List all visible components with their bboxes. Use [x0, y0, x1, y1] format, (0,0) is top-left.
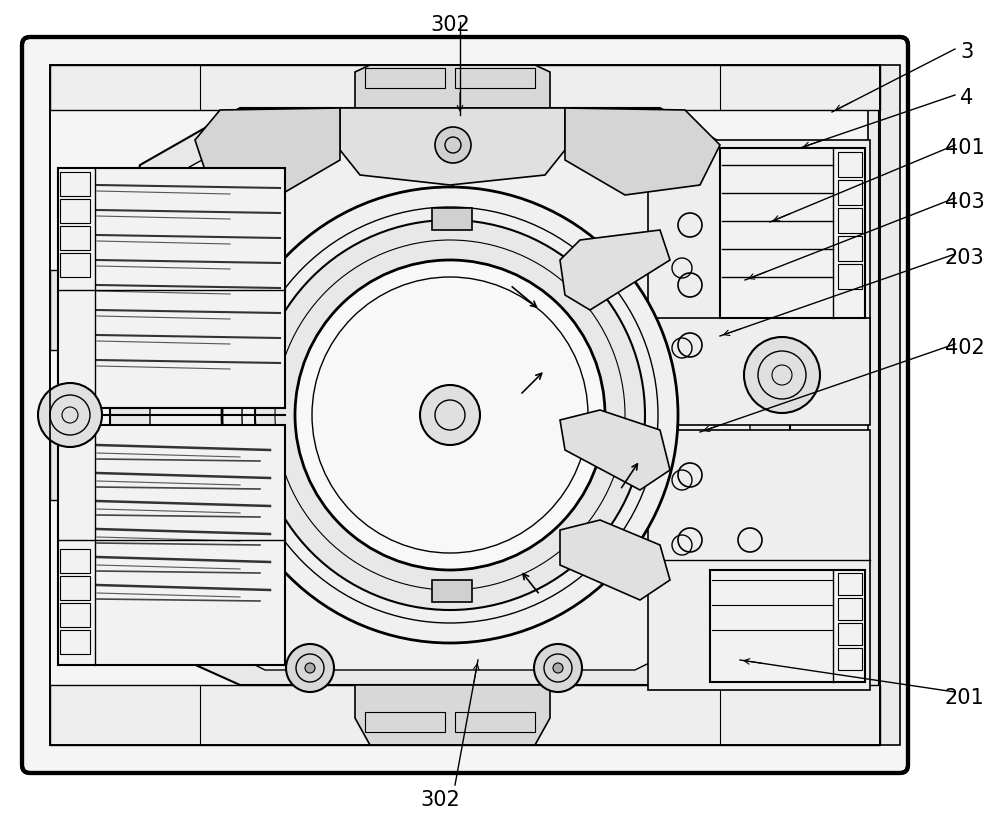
FancyBboxPatch shape [22, 37, 908, 773]
Circle shape [435, 127, 471, 163]
Polygon shape [110, 108, 790, 685]
Polygon shape [710, 570, 865, 682]
Bar [60, 226, 90, 250]
Circle shape [222, 187, 678, 643]
Circle shape [420, 385, 480, 445]
Bar [50, 270, 80, 350]
Circle shape [534, 644, 582, 692]
Polygon shape [648, 430, 870, 690]
Circle shape [744, 337, 820, 413]
Bar [365, 712, 445, 732]
Text: 203: 203 [945, 248, 985, 268]
Polygon shape [195, 108, 340, 195]
Text: 403: 403 [945, 192, 985, 212]
Bar [50, 685, 880, 745]
Bar [838, 648, 862, 670]
Circle shape [295, 260, 605, 570]
Bar [60, 172, 90, 196]
Bar [838, 208, 862, 233]
Polygon shape [560, 520, 670, 600]
Bar [60, 630, 90, 654]
Bar [50, 65, 880, 110]
Circle shape [305, 663, 315, 673]
Bar [60, 253, 90, 277]
Bar [50, 420, 80, 500]
Bar [365, 68, 445, 88]
Bar [838, 598, 862, 620]
Bar [60, 603, 90, 627]
Bar [838, 623, 862, 645]
Bar [50, 65, 880, 745]
Polygon shape [565, 108, 720, 195]
Text: 302: 302 [430, 15, 470, 35]
Text: 302: 302 [420, 790, 460, 810]
Polygon shape [560, 410, 670, 490]
Bar [432, 580, 472, 602]
Text: 4: 4 [960, 88, 973, 108]
Bar [838, 152, 862, 177]
Polygon shape [58, 425, 285, 665]
Circle shape [553, 663, 563, 673]
Text: 3: 3 [960, 42, 973, 62]
Text: 402: 402 [945, 338, 985, 358]
Bar [50, 65, 880, 745]
Bar [838, 180, 862, 205]
Polygon shape [355, 685, 550, 745]
Bar [838, 264, 862, 289]
Text: 401: 401 [945, 138, 985, 158]
Circle shape [255, 220, 645, 610]
Circle shape [286, 644, 334, 692]
Polygon shape [868, 65, 900, 745]
Bar [838, 573, 862, 595]
Bar [60, 199, 90, 223]
Polygon shape [648, 318, 870, 425]
Circle shape [38, 383, 102, 447]
Bar [60, 576, 90, 600]
Polygon shape [355, 65, 550, 108]
Polygon shape [340, 108, 565, 185]
Bar [432, 208, 472, 230]
Polygon shape [58, 168, 285, 408]
Text: 201: 201 [945, 688, 985, 708]
Bar [838, 236, 862, 261]
Bar [60, 549, 90, 573]
Polygon shape [560, 230, 670, 310]
Bar [455, 68, 535, 88]
Polygon shape [720, 148, 865, 318]
Polygon shape [150, 125, 750, 670]
Polygon shape [648, 140, 870, 390]
Bar [455, 712, 535, 732]
